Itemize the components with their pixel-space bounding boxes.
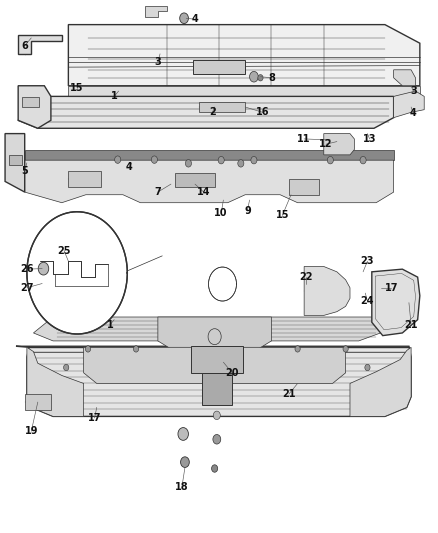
Text: 7: 7 [155,187,161,197]
Circle shape [151,156,157,164]
Polygon shape [191,346,243,373]
Polygon shape [350,348,411,416]
Text: 4: 4 [191,14,198,25]
Circle shape [238,160,244,167]
Text: 17: 17 [385,283,398,293]
Text: 12: 12 [319,139,333,149]
Polygon shape [199,102,245,112]
Text: 8: 8 [268,73,275,83]
Polygon shape [208,267,237,301]
Polygon shape [21,98,39,107]
Text: 5: 5 [21,166,28,176]
Circle shape [38,262,49,275]
Text: 15: 15 [276,211,289,221]
Text: 21: 21 [404,320,418,330]
Text: 21: 21 [282,389,296,399]
Polygon shape [201,373,232,405]
Polygon shape [372,269,420,336]
Circle shape [360,157,366,164]
Text: 3: 3 [155,57,161,67]
Polygon shape [68,86,420,96]
Text: 16: 16 [256,107,269,117]
Text: 22: 22 [300,272,313,282]
Text: 23: 23 [361,256,374,266]
Polygon shape [394,70,416,86]
Polygon shape [304,266,350,316]
Circle shape [85,346,91,352]
Circle shape [134,346,139,352]
Text: 1: 1 [106,320,113,330]
Circle shape [208,329,221,345]
Circle shape [213,411,220,419]
Circle shape [185,160,191,167]
Polygon shape [5,134,25,192]
Polygon shape [18,35,62,54]
Circle shape [295,346,300,352]
Polygon shape [25,394,51,410]
Polygon shape [25,160,394,203]
Polygon shape [84,348,346,383]
Text: 10: 10 [215,208,228,219]
Circle shape [180,13,188,23]
Polygon shape [394,91,424,118]
Polygon shape [33,317,381,341]
Circle shape [251,157,257,164]
Text: 18: 18 [175,482,189,492]
Polygon shape [16,346,411,416]
Circle shape [250,71,258,82]
Polygon shape [68,25,420,86]
Circle shape [64,365,69,370]
Polygon shape [9,155,21,165]
Circle shape [213,434,221,444]
Polygon shape [27,348,84,416]
Circle shape [218,157,224,164]
Text: 11: 11 [297,134,311,144]
Text: 15: 15 [71,83,84,93]
Text: 4: 4 [410,108,417,118]
Polygon shape [193,60,245,74]
Polygon shape [27,212,127,334]
Text: 13: 13 [363,134,376,144]
Circle shape [343,346,348,352]
Text: 14: 14 [197,187,211,197]
Text: 25: 25 [57,246,71,255]
Circle shape [212,465,218,472]
Polygon shape [25,150,394,160]
Polygon shape [18,96,394,128]
Text: 26: 26 [20,264,34,274]
Polygon shape [158,317,272,352]
Text: 19: 19 [25,426,38,437]
Text: 6: 6 [21,41,28,51]
Text: 1: 1 [111,91,117,101]
Text: 20: 20 [225,368,239,378]
Polygon shape [175,173,215,187]
Circle shape [115,156,121,164]
Text: 4: 4 [126,161,133,172]
Text: 9: 9 [244,206,251,216]
Text: 3: 3 [410,86,417,96]
Text: 2: 2 [209,107,216,117]
Text: 27: 27 [20,283,34,293]
Circle shape [365,365,370,370]
Polygon shape [289,179,319,195]
Polygon shape [68,171,101,187]
Polygon shape [324,134,354,155]
Text: 24: 24 [361,296,374,306]
Polygon shape [145,6,166,17]
Polygon shape [18,86,51,128]
Circle shape [180,457,189,467]
Circle shape [258,75,263,81]
Circle shape [327,157,333,164]
Text: 17: 17 [88,413,101,423]
Circle shape [178,427,188,440]
